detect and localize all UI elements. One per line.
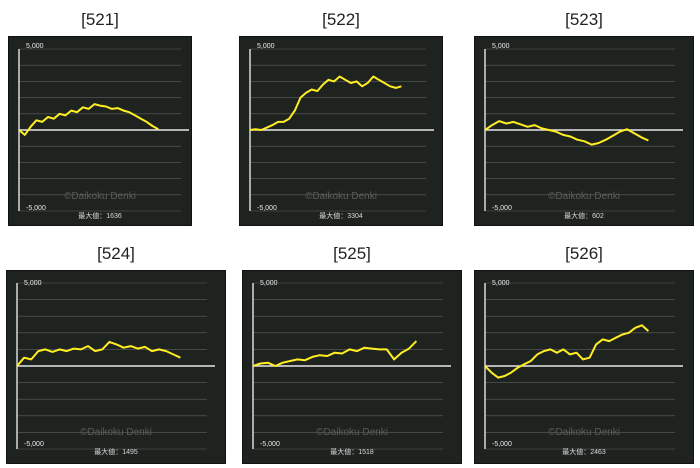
chart-panel-525: [525] 5,000 -5,000 ©Daikoku Denki 最大値：15… xyxy=(242,244,462,466)
chart-panel-521: [521] 5,000 -5,000 ©Daikoku Denki 最大値：16… xyxy=(8,10,192,226)
y-tick-top: 5,000 xyxy=(257,43,275,50)
max-value-label: 最大値：1495 xyxy=(94,449,138,456)
max-value-label: 最大値：1518 xyxy=(330,449,374,456)
y-tick-top: 5,000 xyxy=(260,280,278,287)
watermark: ©Daikoku Denki xyxy=(548,191,620,202)
chart-svg xyxy=(249,48,434,212)
chart-svg xyxy=(18,48,189,212)
max-value-label: 最大値：602 xyxy=(564,213,604,220)
y-tick-bottom: -5,000 xyxy=(260,441,280,448)
chart-area: 5,000 -5,000 ©Daikoku Denki 最大値：3304 xyxy=(239,36,443,226)
chart-panel-524: [524] 5,000 -5,000 ©Daikoku Denki 最大値：14… xyxy=(6,244,226,466)
watermark: ©Daikoku Denki xyxy=(316,427,388,438)
watermark: ©Daikoku Denki xyxy=(64,191,136,202)
series-line xyxy=(484,120,649,146)
series-line xyxy=(249,75,402,131)
chart-title: [525] xyxy=(333,244,371,263)
chart-title: [522] xyxy=(322,10,360,29)
chart-panel-523: [523] 5,000 -5,000 ©Daikoku Denki 最大値：60… xyxy=(474,10,694,226)
y-tick-top: 5,000 xyxy=(24,280,42,287)
y-tick-top: 5,000 xyxy=(492,43,510,50)
series-line xyxy=(252,340,418,367)
series-line xyxy=(484,324,650,379)
max-value-label: 最大値：3304 xyxy=(319,213,363,220)
max-value-label: 最大値：2463 xyxy=(562,449,606,456)
chart-svg xyxy=(484,282,683,450)
chart-svg xyxy=(252,282,451,450)
max-value-label: 最大値：1636 xyxy=(78,213,122,220)
chart-title: [526] xyxy=(565,244,603,263)
y-tick-bottom: -5,000 xyxy=(492,441,512,448)
y-tick-bottom: -5,000 xyxy=(26,205,46,212)
series-line xyxy=(18,103,159,136)
y-tick-bottom: -5,000 xyxy=(24,441,44,448)
watermark: ©Daikoku Denki xyxy=(548,427,620,438)
y-tick-bottom: -5,000 xyxy=(492,205,512,212)
chart-area: 5,000 -5,000 ©Daikoku Denki 最大値：2463 xyxy=(474,270,694,464)
chart-svg xyxy=(484,48,683,212)
watermark: ©Daikoku Denki xyxy=(305,191,377,202)
chart-title: [524] xyxy=(97,244,135,263)
chart-panel-526: [526] 5,000 -5,000 ©Daikoku Denki 最大値：24… xyxy=(474,244,694,466)
chart-area: 5,000 -5,000 ©Daikoku Denki 最大値：1495 xyxy=(6,270,226,464)
y-tick-bottom: -5,000 xyxy=(257,205,277,212)
series-line xyxy=(16,340,181,367)
y-tick-top: 5,000 xyxy=(492,280,510,287)
chart-title: [523] xyxy=(565,10,603,29)
chart-title: [521] xyxy=(81,10,119,29)
chart-area: 5,000 -5,000 ©Daikoku Denki 最大値：1518 xyxy=(242,270,462,464)
chart-area: 5,000 -5,000 ©Daikoku Denki 最大値：1636 xyxy=(8,36,192,226)
y-tick-top: 5,000 xyxy=(26,43,44,50)
chart-panel-522: [522] 5,000 -5,000 ©Daikoku Denki 最大値：33… xyxy=(239,10,443,226)
chart-area: 5,000 -5,000 ©Daikoku Denki 最大値：602 xyxy=(474,36,694,226)
watermark: ©Daikoku Denki xyxy=(80,427,152,438)
chart-svg xyxy=(16,282,215,450)
